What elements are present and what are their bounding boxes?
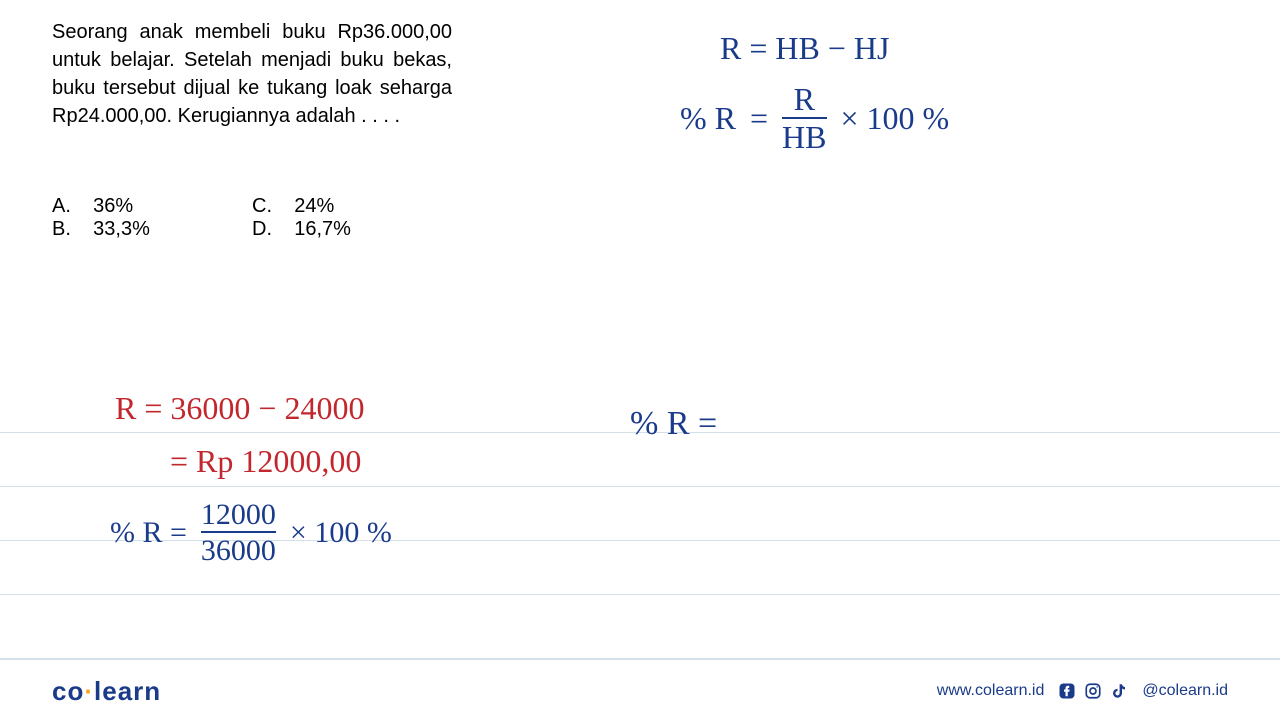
work-line-3: % R = 12000 36000 × 100 % bbox=[110, 498, 392, 567]
footer-url: www.colearn.id bbox=[937, 682, 1045, 700]
option-c-value: 24% bbox=[294, 195, 334, 217]
eq-sign: = bbox=[750, 100, 768, 137]
question-text: Seorang anak membeli buku Rp36.000,00 un… bbox=[52, 18, 452, 130]
work-r-value: Rp 12000,00 bbox=[196, 443, 361, 479]
option-b-label: B. bbox=[52, 218, 71, 240]
fraction-denominator: HB bbox=[782, 117, 826, 155]
fraction-numerator: 12000 bbox=[201, 498, 276, 531]
work-line-2: = Rp 12000,00 bbox=[170, 443, 361, 480]
work-pr-lhs: % R = bbox=[110, 516, 187, 550]
work-r-eq: R = bbox=[115, 390, 162, 426]
answer-options: A. 36% C. 24% B. 33,3% D. 16,7% bbox=[52, 195, 402, 241]
footer-right: www.colearn.id @colearn.id bbox=[937, 682, 1228, 700]
work-line-1: R = 36000 − 24000 bbox=[115, 390, 364, 427]
eq-sign: = bbox=[749, 30, 767, 66]
work-pr-tail: × 100 % bbox=[290, 516, 392, 550]
ruled-line bbox=[0, 486, 1280, 487]
formula-pr-lhs: % R bbox=[680, 100, 736, 137]
formula-r: R = HB − HJ bbox=[720, 30, 889, 67]
work-pr-fraction: 12000 36000 bbox=[201, 498, 276, 567]
logo-learn: learn bbox=[94, 676, 161, 706]
work-pr-result: % R = bbox=[630, 405, 717, 442]
formula-r-lhs: R bbox=[720, 30, 741, 66]
formula-pr-fraction: R HB bbox=[782, 82, 826, 155]
work-line-4: % R = bbox=[630, 405, 717, 443]
logo-co: co bbox=[52, 676, 84, 706]
option-d-label: D. bbox=[252, 218, 272, 240]
option-c-label: C. bbox=[252, 195, 272, 217]
eq-sign: = bbox=[170, 443, 188, 479]
formula-pr-tail: × 100 % bbox=[841, 100, 950, 137]
option-b-value: 33,3% bbox=[93, 218, 150, 240]
instagram-icon bbox=[1084, 682, 1102, 700]
social-icons bbox=[1058, 682, 1128, 700]
tiktok-icon bbox=[1110, 682, 1128, 700]
footer-divider bbox=[0, 658, 1280, 660]
option-a-value: 36% bbox=[93, 195, 133, 217]
facebook-icon bbox=[1058, 682, 1076, 700]
fraction-numerator: R bbox=[782, 82, 826, 117]
option-a-label: A. bbox=[52, 195, 71, 217]
formula-r-rhs: HB − HJ bbox=[775, 30, 889, 66]
footer-handle: @colearn.id bbox=[1142, 682, 1228, 700]
colearn-logo: co·learn bbox=[52, 676, 161, 707]
logo-dot: · bbox=[84, 676, 94, 706]
fraction-denominator: 36000 bbox=[201, 531, 276, 567]
ruled-line bbox=[0, 594, 1280, 595]
formula-percent-r: % R = R HB × 100 % bbox=[680, 82, 949, 155]
option-d-value: 16,7% bbox=[294, 218, 351, 240]
work-r-rhs: 36000 − 24000 bbox=[170, 390, 364, 426]
